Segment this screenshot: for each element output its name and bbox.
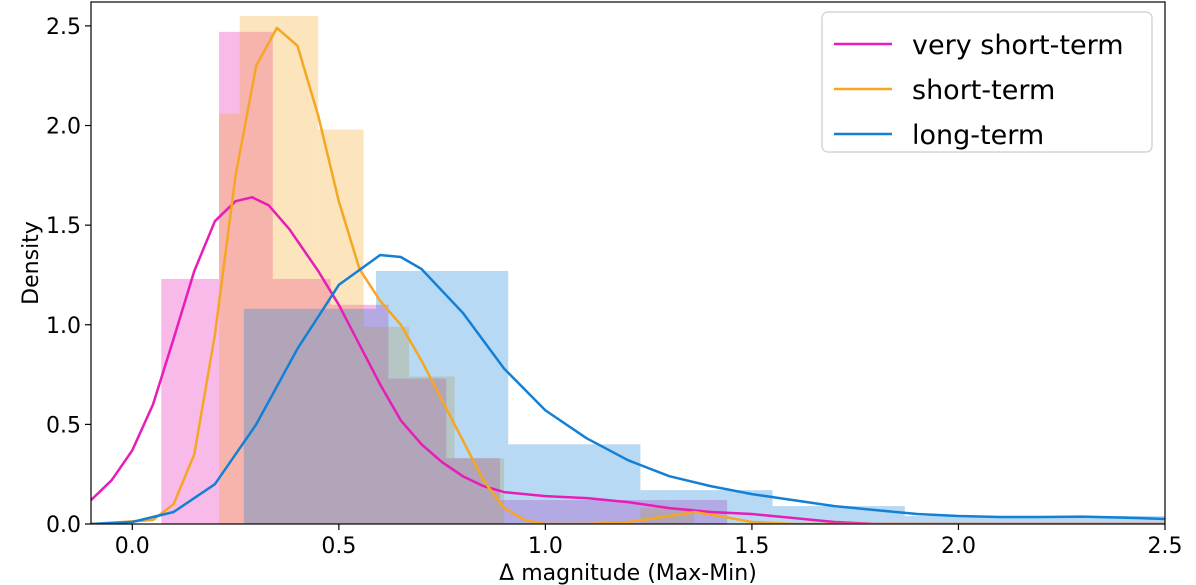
hist-bar-0-2: [272, 278, 331, 524]
hist-bar-1-2: [318, 129, 364, 524]
hist-bar-1-3: [363, 326, 410, 524]
hist-bar-1-0: [219, 113, 240, 524]
hist-bar-1-1: [239, 15, 319, 524]
x-axis-label: Δ magnitude (Max-Min): [499, 561, 757, 585]
hist-bar-2-2: [508, 444, 641, 524]
x-tick-label-0: 0.0: [115, 534, 150, 559]
legend-label-0: very short-term: [912, 30, 1124, 61]
y-axis-ticks: 0.0 0.5 1.0 1.5 2.0 2.5: [46, 15, 91, 538]
hist-bar-2-1: [376, 270, 509, 524]
x-tick-label-3: 1.5: [734, 534, 769, 559]
hist-bar-0-7: [557, 500, 616, 524]
kde-line-0: [91, 196, 1165, 524]
x-axis-ticks: 0.0 0.5 1.0 1.5 2.0 2.5: [115, 524, 1183, 559]
x-tick-label-1: 0.5: [321, 534, 356, 559]
hist-bar-1-5: [454, 458, 505, 524]
legend-label-2: long-term: [912, 120, 1044, 151]
hist-bar-2-5: [904, 516, 1165, 524]
y-tick-label-0: 0.0: [46, 513, 81, 538]
hist-bar-0-4: [388, 378, 447, 524]
x-tick-label-4: 2.0: [941, 534, 976, 559]
hist-bar-0-3: [330, 304, 389, 524]
kde-line-2: [91, 253, 1165, 524]
y-tick-label-4: 2.0: [46, 115, 81, 140]
hist-bar-0-6: [499, 500, 558, 524]
hist-bar-2-0: [243, 308, 377, 524]
y-tick-label-3: 1.5: [46, 214, 81, 239]
y-tick-label-5: 2.5: [46, 15, 81, 40]
x-tick-label-2: 1.0: [528, 534, 563, 559]
y-tick-label-2: 1.0: [46, 314, 81, 339]
plot-frame: [90, 1, 1166, 525]
y-axis-label: Density: [19, 221, 44, 305]
legend-frame: [821, 11, 1153, 153]
hist-bar-1-4: [409, 376, 455, 524]
legend: very short-term short-term long-term: [821, 11, 1153, 153]
legend-label-1: short-term: [912, 75, 1055, 106]
hist-bar-0-0: [161, 278, 220, 524]
x-tick-label-5: 2.5: [1148, 534, 1183, 559]
y-tick-label-1: 0.5: [46, 413, 81, 438]
kde-layer: [91, 26, 1165, 524]
kde-line-1: [91, 26, 1165, 524]
